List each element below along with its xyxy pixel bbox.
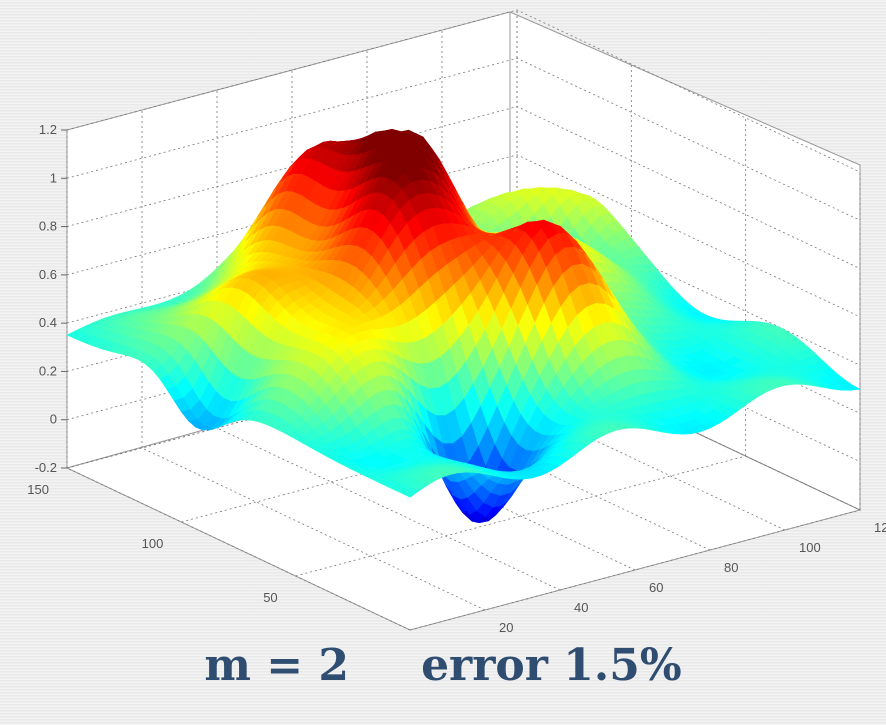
wall-gridline-z bbox=[66, 57, 861, 221]
floor-gridline-x bbox=[66, 467, 411, 631]
x-tick-label: 40 bbox=[574, 600, 588, 615]
caption-error: error 1.5% bbox=[421, 640, 682, 691]
caption: m = 2 error 1.5% bbox=[0, 640, 886, 720]
y-tick-label: 50 bbox=[263, 590, 277, 605]
z-tick-label: 0.4 bbox=[39, 315, 57, 330]
wall-gridline-z bbox=[66, 106, 861, 269]
z-tick-label: 1 bbox=[50, 170, 57, 185]
z-tick-label: 1.2 bbox=[39, 122, 57, 137]
wall-gridline-z bbox=[66, 154, 861, 318]
x-tick-label: 20 bbox=[499, 620, 513, 635]
y-tick-label: 100 bbox=[142, 536, 164, 551]
z-tick-label: 0 bbox=[50, 412, 57, 427]
wall-gridline-z bbox=[66, 9, 861, 173]
surface-mesh bbox=[66, 128, 861, 524]
y-tick-label: 150 bbox=[27, 482, 49, 497]
axes: -0.200.20.40.60.811.20501001500204060801… bbox=[27, 122, 886, 635]
caption-m: m = 2 bbox=[204, 640, 350, 691]
z-tick-label: 0.6 bbox=[39, 267, 57, 282]
z-tick-label: 0.8 bbox=[39, 219, 57, 234]
floor-gridline-x bbox=[141, 447, 486, 611]
x-tick-label: 120 bbox=[874, 520, 886, 535]
z-tick-label: -0.2 bbox=[35, 460, 57, 475]
z-tick-label: 0.2 bbox=[39, 363, 57, 378]
x-tick-label: 60 bbox=[649, 580, 663, 595]
x-tick-label: 100 bbox=[799, 540, 821, 555]
surface-patch bbox=[842, 384, 861, 391]
floor-gridline-x bbox=[216, 427, 561, 591]
surface-plot: -0.200.20.40.60.811.20501001500204060801… bbox=[27, 9, 886, 635]
x-tick-label: 80 bbox=[724, 560, 738, 575]
